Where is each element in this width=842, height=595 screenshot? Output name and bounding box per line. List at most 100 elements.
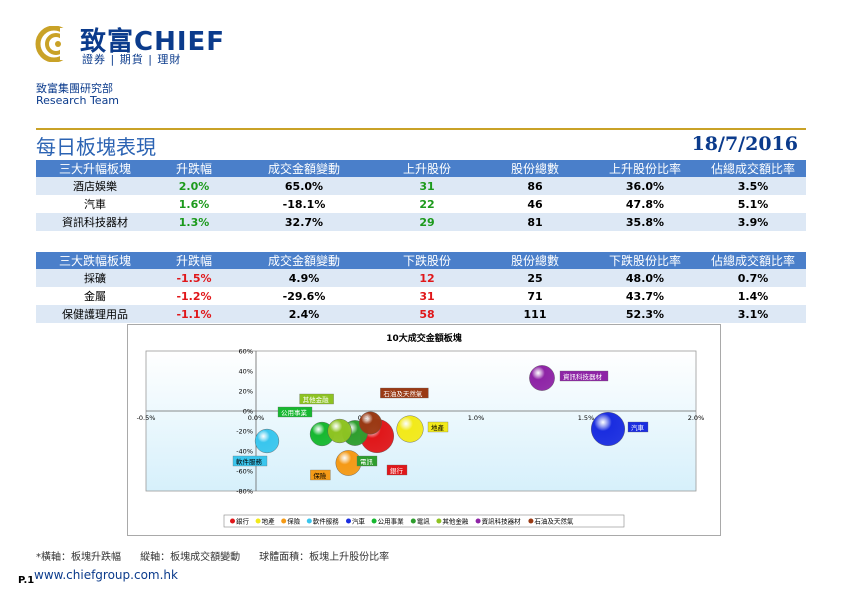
column-header: 成交金額變動 <box>234 252 374 269</box>
change-cell: -1.5% <box>154 269 234 287</box>
department-cn: 致富集團研究部 <box>36 82 113 95</box>
data-label: 保險 <box>313 471 327 480</box>
chart-title: 10大成交金額板塊 <box>386 332 462 344</box>
data-label-bg <box>299 393 334 405</box>
y-tick-label: -40% <box>236 448 253 456</box>
legend-marker <box>230 518 235 524</box>
top-gainers-table: 三大升幅板塊 升跌幅 成交金額變動 上升股份 股份總數 上升股份比率 佔總成交額… <box>36 160 806 231</box>
column-header: 下跌股份比率 <box>590 252 700 269</box>
y-tick-label: -80% <box>236 488 253 496</box>
y-tick-label: -20% <box>236 428 253 436</box>
turnover-change-cell: 32.7% <box>234 213 374 231</box>
table-row: 酒店娛樂 2.0% 65.0% 31 86 36.0% 3.5% <box>36 177 806 195</box>
total-count-cell: 111 <box>480 305 590 323</box>
y-tick-label: -60% <box>236 468 253 476</box>
change-cell: 2.0% <box>154 177 234 195</box>
bubble-5 <box>591 411 626 446</box>
table-header-row: 三大升幅板塊 升跌幅 成交金額變動 上升股份 股份總數 上升股份比率 佔總成交額… <box>36 160 806 177</box>
column-header: 佔總成交額比率 <box>700 252 806 269</box>
turnover-change-cell: -29.6% <box>234 287 374 305</box>
total-count-cell: 81 <box>480 213 590 231</box>
legend-entry: 資訊科技器材 <box>482 517 521 526</box>
turnover-share-cell: 3.5% <box>700 177 806 195</box>
column-header: 下跌股份 <box>374 252 480 269</box>
total-count-cell: 25 <box>480 269 590 287</box>
legend-marker <box>281 518 287 524</box>
footnote: *橫軸：板塊升跌幅 縱軸：板塊成交額變動 球體面積：板塊上升股份比率 <box>36 548 389 563</box>
falling-ratio-cell: 43.7% <box>590 287 700 305</box>
data-label-bg <box>559 370 609 382</box>
table-header-row: 三大跌幅板塊 升跌幅 成交金額變動 下跌股份 股份總數 下跌股份比率 佔總成交額… <box>36 252 806 269</box>
column-header: 上升股份 <box>374 160 480 177</box>
legend-entry: 保險 <box>287 517 301 526</box>
data-label: 其他金融 <box>303 395 330 404</box>
table-row: 保健護理用品 -1.1% 2.4% 58 111 52.3% 3.1% <box>36 305 806 323</box>
data-label-bg <box>380 387 429 399</box>
column-header: 佔總成交額比率 <box>700 160 806 177</box>
turnover-share-cell: 3.1% <box>700 305 806 323</box>
legend-entry: 地產 <box>262 517 276 526</box>
legend-entry: 電訊 <box>417 517 431 526</box>
turnover-change-cell: 4.9% <box>234 269 374 287</box>
x-tick-label: 2.0% <box>688 414 705 422</box>
turnover-share-cell: 0.7% <box>700 269 806 287</box>
turnover-share-cell: 1.4% <box>700 287 806 305</box>
title-rule <box>36 128 806 130</box>
bubble-chart-frame: 10大成交金額板塊 60% 40% 20% 0% -20% -40% -60% -80% -0.5… <box>127 324 721 536</box>
falling-count-cell: 58 <box>374 305 480 323</box>
logo-title: 致富CHIEF <box>80 27 226 57</box>
sector-name: 酒店娛樂 <box>36 177 154 195</box>
legend-entry: 軟件服務 <box>313 517 340 526</box>
report-date: 18/7/2016 <box>691 133 798 155</box>
bubble-chart: 10大成交金額板塊 60% 40% 20% 0% -20% -40% -60% -80% -0.5… <box>137 332 705 528</box>
bubble-9 <box>529 365 555 391</box>
falling-ratio-cell: 52.3% <box>590 305 700 323</box>
x-tick-label: 1.5% <box>578 414 595 422</box>
department-en: Research Team <box>36 94 120 107</box>
data-label-bg <box>232 455 268 467</box>
data-label-bg <box>386 464 408 476</box>
table-row: 金屬 -1.2% -29.6% 31 71 43.7% 1.4% <box>36 287 806 305</box>
bubble-4 <box>254 428 280 454</box>
y-tick-label: 20% <box>239 388 253 396</box>
turnover-change-cell: -18.1% <box>234 195 374 213</box>
column-header: 股份總數 <box>480 160 590 177</box>
sector-name: 汽車 <box>36 195 154 213</box>
table-row: 汽車 1.6% -18.1% 22 46 47.8% 5.1% <box>36 195 806 213</box>
data-label: 石油及天然氣 <box>383 389 423 398</box>
top-losers-table: 三大跌幅板塊 升跌幅 成交金額變動 下跌股份 股份總數 下跌股份比率 佔總成交額… <box>36 252 806 323</box>
legend-entry: 汽車 <box>352 517 366 526</box>
data-label: 公用事業 <box>281 408 308 417</box>
rising-count-cell: 29 <box>374 213 480 231</box>
website-link[interactable]: www.chiefgroup.com.hk <box>34 568 178 582</box>
column-header: 三大跌幅板塊 <box>36 252 154 269</box>
data-label: 軟件服務 <box>236 457 263 466</box>
sector-name: 保健護理用品 <box>36 305 154 323</box>
bubble-10 <box>358 411 382 435</box>
sector-name: 金屬 <box>36 287 154 305</box>
legend-marker <box>410 518 416 524</box>
page-number: P.1 <box>18 575 35 586</box>
y-tick-label: 60% <box>239 348 253 356</box>
column-header: 成交金額變動 <box>234 160 374 177</box>
total-count-cell: 86 <box>480 177 590 195</box>
legend-marker <box>371 518 377 524</box>
data-label: 地產 <box>431 423 445 432</box>
data-label: 汽車 <box>631 423 645 432</box>
legend-marker <box>346 518 351 524</box>
legend-marker <box>255 518 261 524</box>
data-label-bg <box>356 455 378 467</box>
turnover-share-cell: 3.9% <box>700 213 806 231</box>
column-header: 上升股份比率 <box>590 160 700 177</box>
x-tick-label: -0.5% <box>137 414 156 422</box>
total-count-cell: 46 <box>480 195 590 213</box>
bubble-2 <box>396 415 424 443</box>
sector-name: 資訊科技器材 <box>36 213 154 231</box>
turnover-change-cell: 2.4% <box>234 305 374 323</box>
rising-ratio-cell: 35.8% <box>590 213 700 231</box>
rising-count-cell: 22 <box>374 195 480 213</box>
data-label-bg <box>277 406 313 418</box>
page-title: 每日板塊表現 <box>36 135 156 159</box>
legend-entry: 公用事業 <box>378 517 405 526</box>
chief-logo-icon <box>35 26 74 62</box>
